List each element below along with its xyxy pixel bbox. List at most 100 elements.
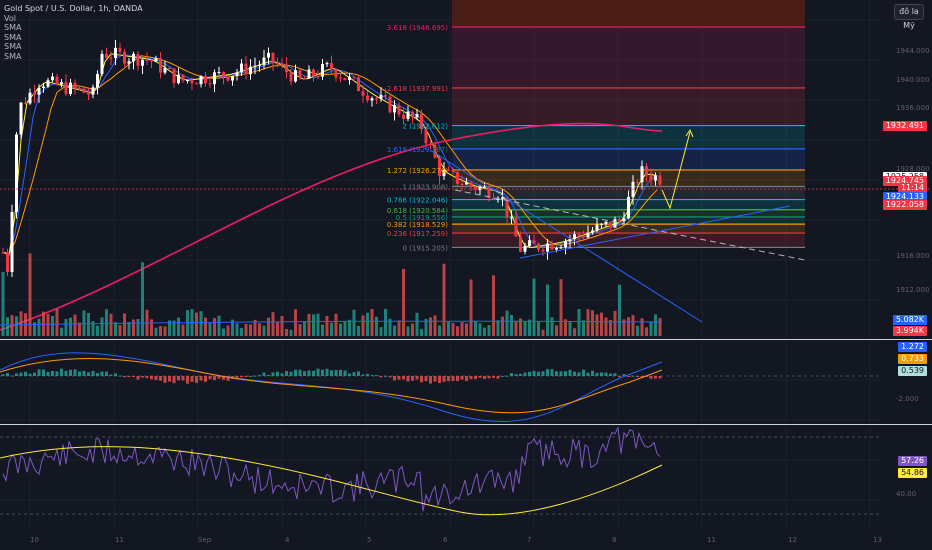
macd-histogram-bar	[109, 374, 113, 376]
volume-bar	[235, 323, 239, 336]
drawing-tools[interactable]	[0, 128, 932, 323]
macd-histogram-bar	[348, 373, 351, 376]
volume-bar	[514, 320, 518, 336]
volume-bar	[636, 325, 639, 336]
chart-background	[0, 0, 880, 530]
indicator-sma-1[interactable]: SMA	[4, 23, 22, 32]
volume-bar	[46, 313, 50, 336]
macd-histogram-bar	[262, 372, 266, 376]
volume-bar	[640, 318, 644, 336]
candle-body	[582, 235, 585, 238]
fib-level-label: 0.786 (1922.046)	[387, 197, 448, 205]
macd-histogram-bar	[123, 376, 126, 378]
candle-body	[46, 80, 50, 87]
currency-button[interactable]: đô la Mỹ	[894, 4, 924, 30]
volume-bar	[604, 317, 608, 336]
candle-body	[343, 78, 347, 80]
indicator-sma-2[interactable]: SMA	[4, 32, 22, 42]
volume-bar	[222, 328, 225, 336]
macd-histogram-bar	[240, 376, 243, 378]
forecast-arrow	[661, 131, 691, 210]
candle-body	[316, 76, 320, 78]
candle-body	[456, 171, 459, 184]
macd-histogram-bar	[568, 369, 572, 376]
volume-bar	[339, 323, 342, 336]
macd-histogram-bar	[168, 376, 171, 382]
volume-bar	[307, 313, 311, 336]
candle-body	[397, 105, 401, 115]
macd-histogram-bar	[420, 376, 423, 383]
macd-histogram-bar	[658, 376, 662, 379]
volume-bar	[51, 315, 54, 336]
rsi-ma-line	[0, 446, 663, 516]
macd-histogram-bar	[141, 376, 144, 378]
indicator-vol[interactable]: Vol	[4, 13, 16, 23]
volume-bar	[105, 309, 108, 336]
macd-histogram-bar	[217, 376, 221, 379]
chart-legend: Gold Spot / U.S. Dollar, 1h, OANDA Vol S…	[4, 4, 143, 61]
macd-histogram-bar	[24, 371, 27, 376]
indicator-sma-3[interactable]: SMA	[4, 42, 22, 51]
candle-body	[501, 197, 504, 199]
volume-bar	[541, 329, 545, 336]
macd-histogram-bar	[312, 370, 315, 376]
volume-bar	[132, 319, 135, 336]
macd-histogram-bar	[15, 373, 18, 376]
volume-bar	[330, 322, 333, 336]
macd-histogram-bar	[37, 369, 41, 376]
candle-body	[321, 64, 324, 77]
volume-bar	[294, 309, 297, 336]
volume-bar	[10, 315, 14, 336]
macd-histogram-bar	[609, 373, 612, 376]
macd-histogram-bar	[622, 374, 626, 376]
candle-body	[541, 249, 545, 252]
candle-body	[235, 72, 239, 77]
macd-histogram-bar	[487, 376, 491, 379]
volume-bar	[586, 309, 590, 336]
candle-body	[555, 247, 558, 250]
volume-badge-0: 5.082K	[892, 315, 927, 325]
macd-histogram-bar	[186, 376, 189, 384]
volume-bar	[168, 320, 171, 336]
volume-bar	[258, 323, 261, 336]
volume-bar	[429, 317, 432, 336]
candle-body	[649, 175, 653, 181]
macd-histogram-bar	[528, 371, 531, 376]
candle-body	[10, 211, 14, 273]
volume-bar	[622, 319, 626, 336]
volume-bar	[64, 319, 68, 336]
volume-bar	[505, 310, 509, 336]
symbol-title[interactable]: Gold Spot / U.S. Dollar, 1h, OANDA	[4, 4, 143, 13]
volume-bar	[69, 317, 72, 336]
macd-histogram-bar	[253, 375, 257, 377]
pane-divider-macd[interactable]	[0, 339, 932, 340]
macd-histogram-bar	[78, 371, 81, 376]
macd-histogram-bar	[496, 376, 500, 379]
macd-histogram-bar	[550, 369, 554, 376]
macd-histogram-bar	[91, 370, 95, 376]
macd-histogram-bar	[190, 376, 194, 382]
candle-body	[532, 240, 536, 244]
price-axis-tick: 1936.000	[896, 104, 930, 112]
candle-body	[37, 87, 41, 95]
candle-body	[487, 186, 491, 198]
macd-histogram-bar	[316, 368, 320, 376]
candle-body	[465, 182, 468, 185]
macd-histogram-bar	[177, 376, 180, 381]
candle-body	[240, 63, 243, 73]
candle-body	[262, 57, 266, 65]
candle-body	[168, 67, 171, 69]
macd-histogram-bar	[424, 376, 428, 382]
pane-divider-rsi[interactable]	[0, 424, 932, 425]
macd-histogram-bar	[172, 376, 176, 384]
candle-body	[267, 52, 270, 58]
macd-histogram-bar	[136, 376, 140, 380]
volume-bar	[411, 323, 414, 336]
candle-body	[69, 82, 72, 94]
indicator-sma-4[interactable]: SMA	[4, 51, 22, 61]
macd-histogram-bar	[397, 376, 401, 380]
macd-histogram-bar	[244, 376, 248, 377]
volume-bar	[451, 323, 455, 336]
volume-bar	[555, 325, 558, 336]
